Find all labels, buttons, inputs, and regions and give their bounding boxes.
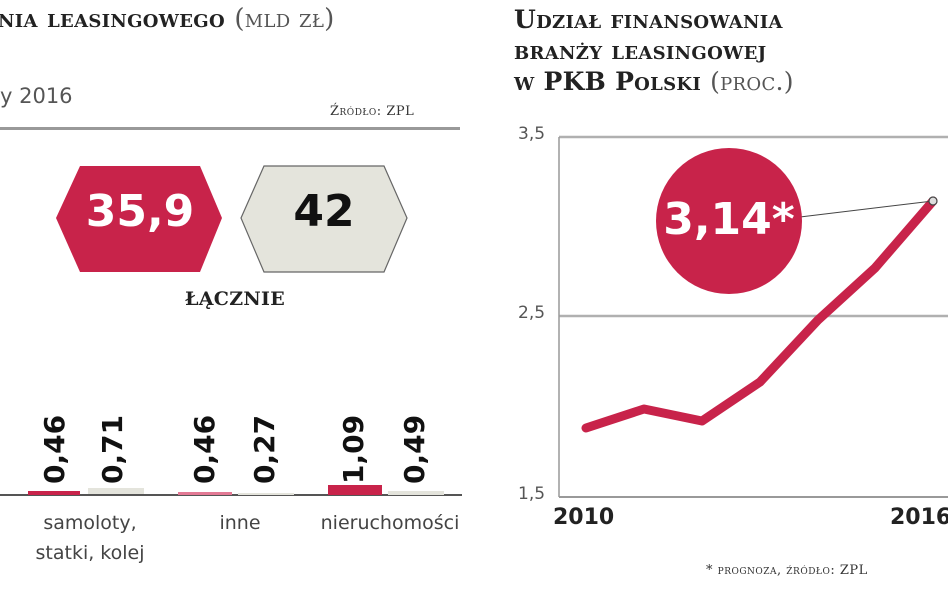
- total-a-value: 35,9: [85, 186, 195, 237]
- bar-b-inne: [238, 493, 294, 495]
- bar-a-inne: [178, 492, 232, 495]
- category-label-samoloty: samoloty, statki, kolej: [10, 508, 170, 568]
- left-chart-subtitle: y 2016: [0, 84, 73, 108]
- category-label-line: statki, kolej: [35, 542, 145, 564]
- x-tick-label: 2016: [890, 505, 948, 530]
- category-label-line: samoloty,: [43, 512, 137, 534]
- left-chart-title-text: nia leasingowego: [0, 4, 225, 34]
- right-chart-title-line: Udział finansowania: [514, 5, 783, 34]
- right-chart-footnote: * prognoza, źródło: ZPL: [706, 563, 868, 578]
- bar-baseline: [0, 494, 462, 496]
- endpoint-marker: [928, 196, 938, 206]
- bar-a-nieruchomosci: [328, 485, 382, 495]
- right-chart-title-line: branży leasingowej: [514, 36, 767, 65]
- left-header-divider: [0, 127, 460, 130]
- callout-value: 3,14*: [663, 194, 795, 245]
- right-chart-title-line: w PKB Polski: [514, 67, 702, 96]
- category-label-inne: inne: [219, 512, 261, 534]
- left-chart-title: nia leasingowego (mld zł): [0, 4, 335, 34]
- total-b-value: 42: [293, 186, 355, 237]
- callout-leader: [799, 200, 934, 218]
- bar-b-nieruchomosci: [388, 491, 444, 495]
- x-tick-label: 2010: [553, 505, 615, 530]
- callout-bubble: [656, 148, 802, 294]
- y-tick-label: 3,5: [518, 124, 546, 144]
- right-chart-title: Udział finansowania branży leasingowej w…: [514, 4, 794, 97]
- category-label-nieruchomosci: nieruchomości: [320, 512, 460, 534]
- totals-label: Łącznie: [184, 288, 286, 310]
- left-chart-unit: (mld zł): [234, 4, 335, 34]
- totals-hexagons: [56, 165, 408, 273]
- total-b-hexagon: [240, 165, 408, 273]
- right-chart-unit: (proc.): [710, 67, 794, 96]
- y-tick-label: 2,5: [518, 303, 546, 323]
- left-chart-source: Źródło: ZPL: [330, 104, 415, 119]
- bar-a-samoloty: [28, 491, 80, 495]
- bar-b-samoloty: [88, 488, 144, 494]
- y-tick-label: 1,5: [518, 484, 546, 504]
- pkb-share-line: [581, 196, 938, 433]
- total-a-hexagon: [56, 166, 222, 272]
